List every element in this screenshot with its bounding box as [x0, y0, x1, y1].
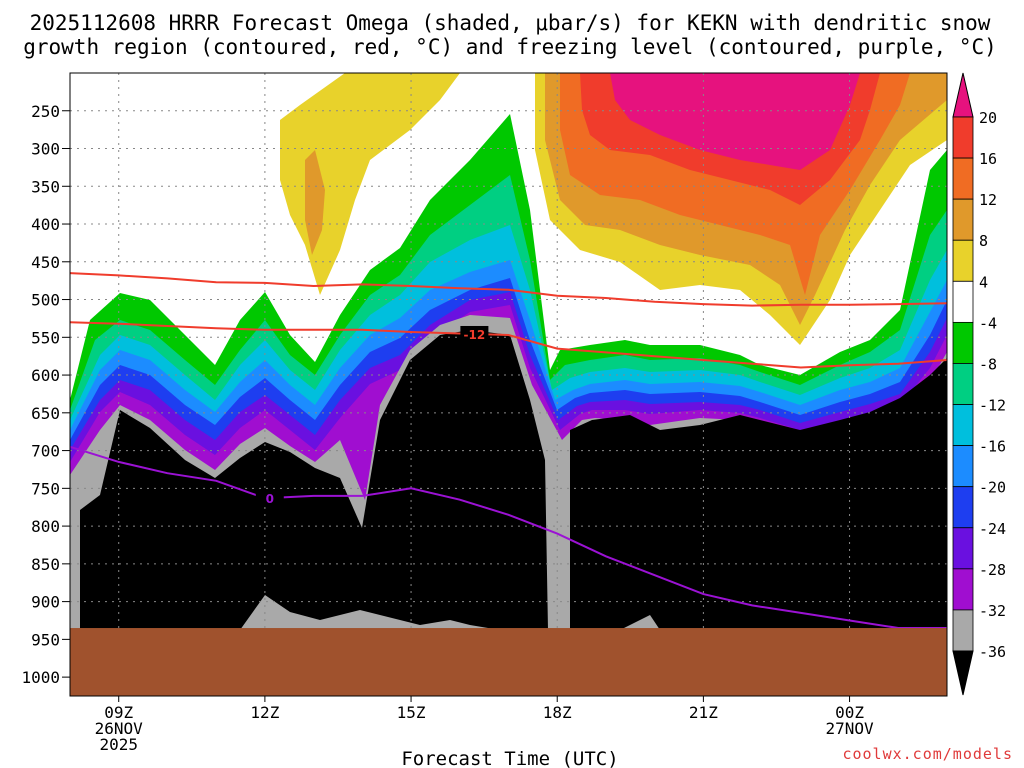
y-tick-label: 500 [31, 291, 60, 310]
y-tick-label: 350 [31, 177, 60, 196]
y-tick-label: 950 [31, 630, 60, 649]
contour-label-bg [460, 325, 489, 341]
y-tick-label: 900 [31, 593, 60, 612]
contour-line-2 [69, 445, 947, 629]
colorbar-cap-top [952, 72, 974, 118]
y-tick-label: 1000 [21, 668, 60, 687]
colorbar-band [952, 321, 974, 364]
x-tick-label: 27NOV [825, 719, 874, 738]
colorbar-band [952, 445, 974, 488]
y-tick-label: 400 [31, 215, 60, 234]
colorbar-label: 12 [979, 191, 997, 209]
colorbar-label: -32 [979, 602, 1006, 620]
colorbar-label: 16 [979, 150, 997, 168]
contour-label-bg [255, 489, 284, 505]
x-tick-label: 09Z [104, 703, 133, 722]
temperature-contours: -12 0 [69, 272, 948, 629]
omega-band-plus-20-right [610, 73, 860, 170]
contour-line-0 [69, 272, 948, 307]
colorbar: 20 16 12 8 4 -4 -8 -12 -16 -20 -24 -28 -32 -36 [952, 72, 1006, 696]
x-axis-label: Forecast Time (UTC) [401, 748, 618, 768]
plot-border [69, 72, 948, 697]
colorbar-band [952, 198, 974, 241]
colorbar-band [952, 609, 974, 652]
y-tick-label: 750 [31, 479, 60, 498]
colorbar-cap-bottom [952, 650, 974, 696]
x-tick-label: 26NOV [95, 719, 144, 738]
colorbar-band [952, 568, 974, 611]
colorbar-band [952, 363, 974, 405]
y-tick-label: 700 [31, 442, 60, 461]
x-tick-label: 2025 [99, 735, 138, 754]
y-tick-label: 850 [31, 555, 60, 574]
x-tick-label: 21Z [689, 703, 718, 722]
colorbar-label: -36 [979, 643, 1006, 661]
colorbar-label: 20 [979, 109, 997, 127]
chart-title-line-2: growth region (contoured, red, °C) and f… [23, 35, 997, 59]
colorbar-label: -28 [979, 561, 1006, 579]
colorbar-band [952, 239, 974, 282]
colorbar-band [952, 486, 974, 529]
colorbar-band [952, 527, 974, 570]
contour-line-1 [69, 321, 948, 369]
colorbar-label: 4 [979, 273, 988, 291]
chart-title-line-1: 2025112608 HRRR Forecast Omega (shaded, … [30, 11, 991, 35]
colorbar-label: -24 [979, 520, 1006, 538]
omega-core-left [80, 330, 548, 641]
colorbar-band [952, 116, 974, 159]
colorbar-band [952, 404, 974, 447]
x-tick-label: 15Z [397, 703, 426, 722]
credit-link[interactable]: coolwx.com/models [842, 745, 1013, 763]
omega-core-right [570, 358, 947, 648]
x-tick-label: 12Z [250, 703, 279, 722]
y-tick-label: 550 [31, 328, 60, 347]
y-tick-label: 250 [31, 102, 60, 121]
x-tick-label: 18Z [543, 703, 572, 722]
gridlines [70, 73, 947, 696]
omega-band-plus-4-left [280, 73, 460, 295]
colorbar-label: 8 [979, 232, 988, 250]
omega-band-plus-8-left [305, 150, 325, 255]
y-tick-label: 450 [31, 253, 60, 272]
colorbar-band [952, 280, 974, 323]
omega-shaded-field [70, 73, 947, 651]
colorbar-label: -12 [979, 397, 1006, 415]
colorbar-label: -4 [979, 314, 997, 332]
contour-label: 0 [266, 492, 274, 506]
y-tick-label: 600 [31, 366, 60, 385]
y-tick-label: 650 [31, 404, 60, 423]
y-axis: 250 300 350 400 450 500 550 600 650 700 750 800 850 9… [21, 102, 70, 687]
y-tick-label: 300 [31, 140, 60, 159]
ground-underground-shading [70, 628, 947, 696]
contour-label: -12 [464, 328, 486, 342]
x-tick-label: 00Z [835, 703, 864, 722]
colorbar-label: -8 [979, 355, 997, 373]
colorbar-label: -16 [979, 438, 1006, 456]
colorbar-band [952, 157, 974, 200]
colorbar-label: -20 [979, 479, 1006, 497]
y-tick-label: 800 [31, 517, 60, 536]
